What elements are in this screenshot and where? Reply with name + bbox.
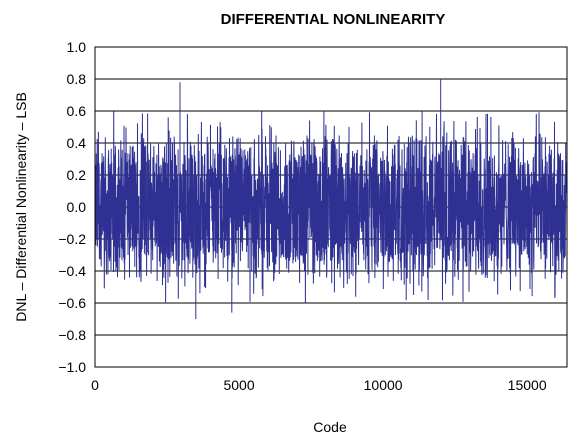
y-tick-label: −0.6 (58, 295, 86, 311)
y-tick-label: 0.8 (67, 71, 87, 87)
y-tick-label: −1.0 (58, 359, 86, 375)
x-axis-label: Code (313, 419, 347, 435)
x-tick-label: 15000 (508, 377, 547, 393)
y-axis-label: DNL – Differential Nonlinearity – LSB (13, 92, 29, 322)
y-tick-label: 0.0 (67, 199, 87, 215)
dnl-trace (94, 79, 568, 319)
y-tick-labels: 1.0 0.8 0.6 0.4 0.2 0.0 −0.2 −0.4 −0.6 −0.8 −1.0 (58, 39, 86, 375)
y-tick-label: 0.6 (67, 103, 87, 119)
y-tick-label: −0.4 (58, 263, 86, 279)
y-tick-label: −0.8 (58, 327, 86, 343)
x-tick-label: 10000 (364, 377, 403, 393)
y-tick-label: −0.2 (58, 231, 86, 247)
y-tick-label: 0.2 (67, 167, 87, 183)
dnl-series (94, 79, 568, 319)
x-tick-labels: 0 5000 10000 15000 (91, 377, 547, 393)
plot-frame (94, 46, 568, 368)
x-tick-label: 5000 (223, 377, 254, 393)
y-tick-label: 0.4 (67, 135, 87, 151)
y-tick-label: 1.0 (67, 39, 87, 55)
x-tick-label: 0 (91, 377, 99, 393)
chart-title: DIFFERENTIAL NONLINEARITY (221, 11, 446, 28)
